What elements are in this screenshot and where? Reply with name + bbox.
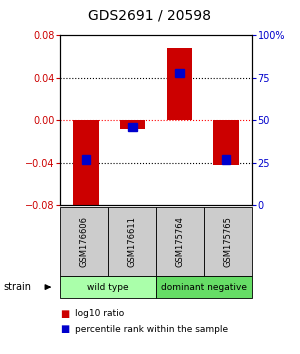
Text: wild type: wild type (87, 282, 129, 292)
Text: ■: ■ (60, 309, 69, 319)
Text: log10 ratio: log10 ratio (75, 309, 124, 319)
Text: GSM175764: GSM175764 (176, 216, 184, 267)
Text: GSM176611: GSM176611 (128, 216, 136, 267)
Bar (73, 120, 99, 211)
Bar (120, 120, 146, 129)
Text: percentile rank within the sample: percentile rank within the sample (75, 325, 228, 334)
Text: ■: ■ (60, 324, 69, 334)
Bar (167, 48, 192, 120)
Text: GSM176606: GSM176606 (80, 216, 88, 267)
Bar (128, 123, 137, 131)
Bar (82, 155, 90, 164)
Bar (213, 120, 239, 165)
Text: GSM175765: GSM175765 (224, 216, 232, 267)
Text: GDS2691 / 20598: GDS2691 / 20598 (88, 9, 212, 23)
Text: dominant negative: dominant negative (161, 282, 247, 292)
Bar (222, 155, 230, 164)
Text: strain: strain (3, 282, 31, 292)
Bar (175, 69, 184, 77)
